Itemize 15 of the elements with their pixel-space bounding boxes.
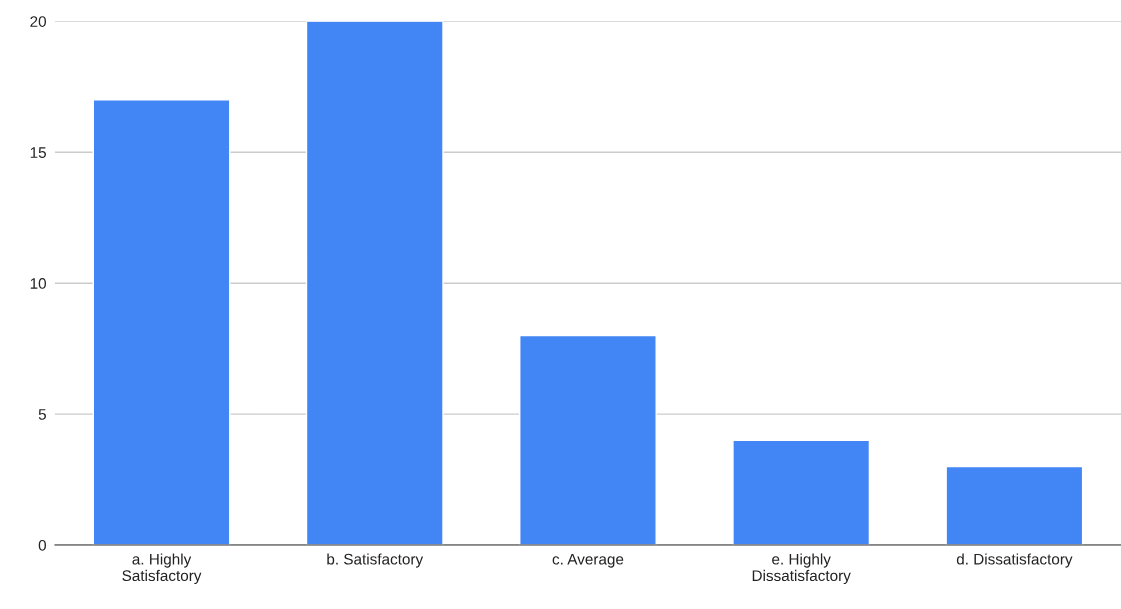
bar: [519, 334, 657, 546]
x-tick-label: e. Highly Dissatisfactory: [752, 553, 851, 585]
y-tick-label: 10: [30, 278, 46, 289]
y-tick-label: 0: [38, 539, 46, 551]
x-tick-label: d. Dissatisfactory: [956, 553, 1073, 568]
x-tick-label: a. Highly Satisfactory: [122, 553, 202, 585]
y-tick-label: 5: [38, 409, 46, 420]
bar: [945, 465, 1084, 546]
y-tick-label: 15: [30, 147, 46, 158]
bar: [732, 439, 871, 546]
bar: [92, 99, 231, 546]
y-tick-label: 20: [30, 16, 46, 27]
bar: [305, 21, 444, 546]
x-tick-label: b. Satisfactory: [327, 553, 424, 568]
x-tick-label: c. Average: [552, 553, 624, 568]
